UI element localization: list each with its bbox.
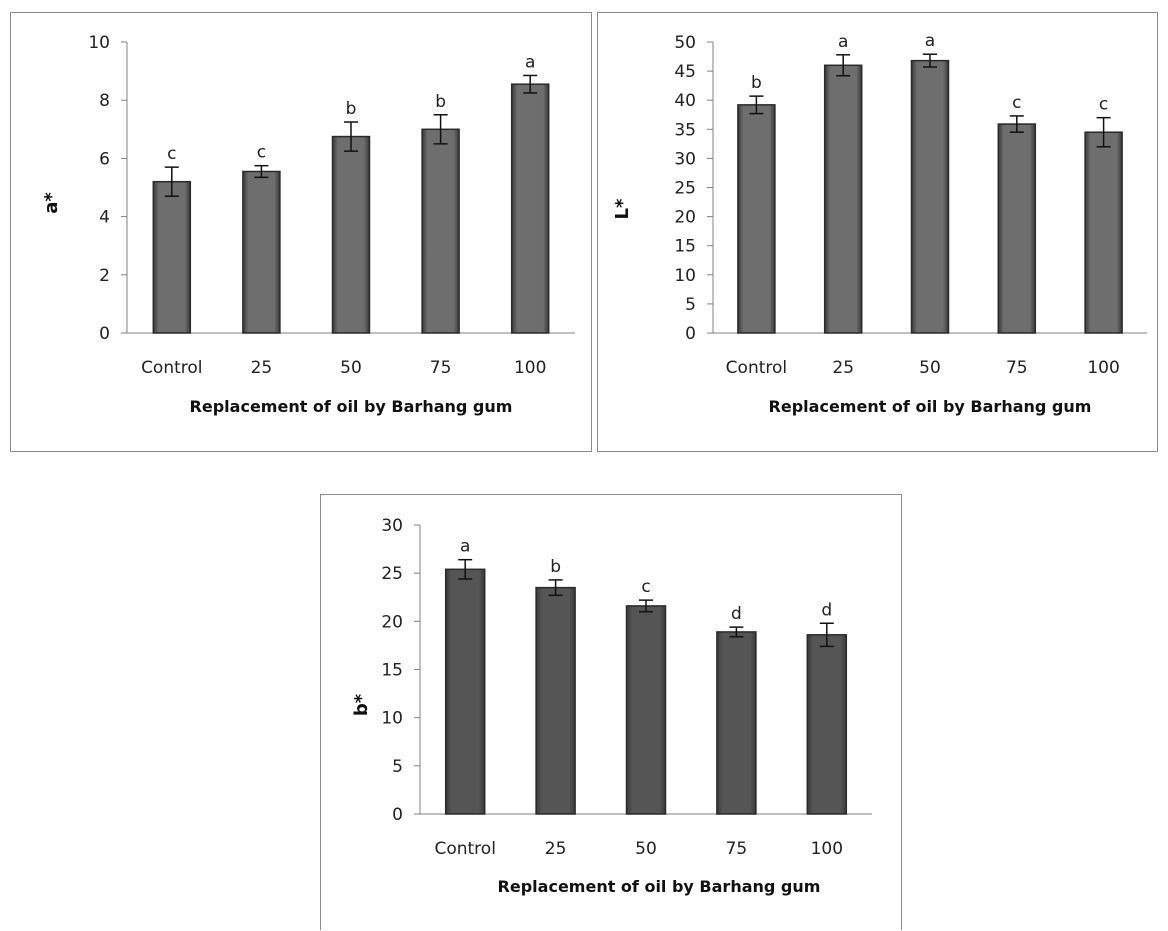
bar bbox=[535, 586, 576, 815]
y-tick-label: 0 bbox=[685, 324, 696, 344]
x-tick-label: Control bbox=[726, 358, 787, 378]
x-tick-label: Control bbox=[141, 358, 202, 378]
y-tick-label: 45 bbox=[674, 62, 696, 82]
y-tick-label: 30 bbox=[674, 149, 696, 169]
y-tick-label: 0 bbox=[99, 324, 110, 344]
y-tick-label: 0 bbox=[392, 805, 403, 825]
y-tick-label: 10 bbox=[674, 266, 696, 286]
bar bbox=[444, 568, 486, 815]
x-tick-label: 50 bbox=[635, 839, 657, 859]
significance-letter: a bbox=[460, 537, 470, 557]
significance-letter: b bbox=[751, 73, 762, 93]
chart-panel-l-star: 0 5 10 15 20 25 30 35 40 45 50 b Control a 25 a 50 c 75 c 10… bbox=[597, 12, 1158, 452]
y-tick-label: 15 bbox=[381, 661, 403, 681]
y-tick-label: 20 bbox=[381, 612, 403, 632]
bar bbox=[997, 123, 1037, 334]
bar bbox=[737, 104, 776, 334]
bar bbox=[421, 128, 460, 334]
chart-panel-b-star: 0 5 10 15 20 25 30 a Control b 25 c 50 d 75 d 100 Replace… bbox=[320, 494, 902, 930]
significance-letter: b bbox=[346, 99, 357, 119]
x-axis-title: Replacement of oil by Barhang gum bbox=[498, 877, 821, 896]
y-axis-title: a* bbox=[41, 192, 62, 214]
significance-letter: b bbox=[435, 92, 446, 112]
x-tick-label: Control bbox=[434, 839, 495, 859]
y-tick-label: 50 bbox=[674, 33, 696, 53]
chart-b-star: 0 5 10 15 20 25 30 a Control b 25 c 50 d 75 d 100 Replace… bbox=[351, 516, 872, 896]
y-tick-label: 40 bbox=[674, 91, 696, 111]
significance-letter: b bbox=[550, 557, 561, 577]
significance-letter: c bbox=[1099, 95, 1108, 115]
x-tick-label: 100 bbox=[811, 839, 843, 859]
y-tick-label: 15 bbox=[674, 237, 696, 257]
x-tick-label: 100 bbox=[1087, 358, 1119, 378]
significance-letter: d bbox=[731, 604, 742, 624]
bar bbox=[510, 83, 550, 334]
significance-letter: d bbox=[821, 600, 832, 620]
y-tick-label: 20 bbox=[674, 208, 696, 228]
y-tick-label: 35 bbox=[674, 120, 696, 140]
x-tick-label: 75 bbox=[726, 839, 748, 859]
y-tick-label: 10 bbox=[381, 709, 403, 729]
y-tick-label: 5 bbox=[685, 295, 696, 315]
chart-a-star: 0 2 4 6 8 10 c Control c 25 b 50 b 75 a 100Replacement … bbox=[41, 33, 575, 416]
y-axis-title: L* bbox=[612, 198, 633, 219]
bar bbox=[823, 64, 863, 334]
y-tick-label: 10 bbox=[88, 33, 110, 53]
x-axis-title: Replacement of oil by Barhang gum bbox=[769, 397, 1092, 416]
x-tick-label: 100 bbox=[514, 358, 546, 378]
bar bbox=[625, 605, 667, 815]
chart-panel-a-star: 0 2 4 6 8 10 c Control c 25 b 50 b 75 a 100 Replacement … bbox=[10, 12, 592, 452]
x-axis-title: Replacement of oil by Barhang gum bbox=[190, 397, 513, 416]
significance-letter: a bbox=[925, 31, 935, 51]
y-tick-label: 25 bbox=[674, 179, 696, 199]
bar bbox=[331, 135, 371, 334]
bar bbox=[242, 170, 281, 334]
y-axis-title: b* bbox=[351, 693, 372, 716]
bar bbox=[1084, 131, 1123, 334]
y-tick-label: 5 bbox=[392, 757, 403, 777]
y-tick-label: 25 bbox=[381, 564, 403, 584]
x-tick-label: 75 bbox=[430, 358, 452, 378]
significance-letter: a bbox=[838, 32, 848, 52]
x-tick-label: 50 bbox=[919, 358, 941, 378]
y-tick-label: 4 bbox=[99, 208, 110, 228]
significance-letter: c bbox=[641, 577, 650, 597]
y-tick-label: 8 bbox=[99, 91, 110, 111]
bar bbox=[716, 631, 757, 815]
bar bbox=[152, 180, 192, 334]
y-tick-label: 6 bbox=[99, 149, 110, 169]
significance-letter: c bbox=[167, 144, 176, 164]
x-tick-label: 50 bbox=[340, 358, 362, 378]
bar bbox=[910, 59, 950, 334]
x-tick-label: 25 bbox=[832, 358, 854, 378]
x-tick-label: 25 bbox=[545, 839, 567, 859]
bar bbox=[806, 634, 848, 815]
y-tick-label: 2 bbox=[99, 266, 110, 286]
chart-l-star: 0 5 10 15 20 25 30 35 40 45 50 b Control a 25 a 50 c 75 c 10… bbox=[612, 31, 1147, 416]
x-tick-label: 75 bbox=[1006, 358, 1028, 378]
significance-letter: c bbox=[257, 143, 266, 163]
x-tick-label: 25 bbox=[251, 358, 273, 378]
significance-letter: c bbox=[1012, 93, 1021, 113]
significance-letter: a bbox=[525, 52, 535, 72]
y-tick-label: 30 bbox=[381, 516, 403, 536]
